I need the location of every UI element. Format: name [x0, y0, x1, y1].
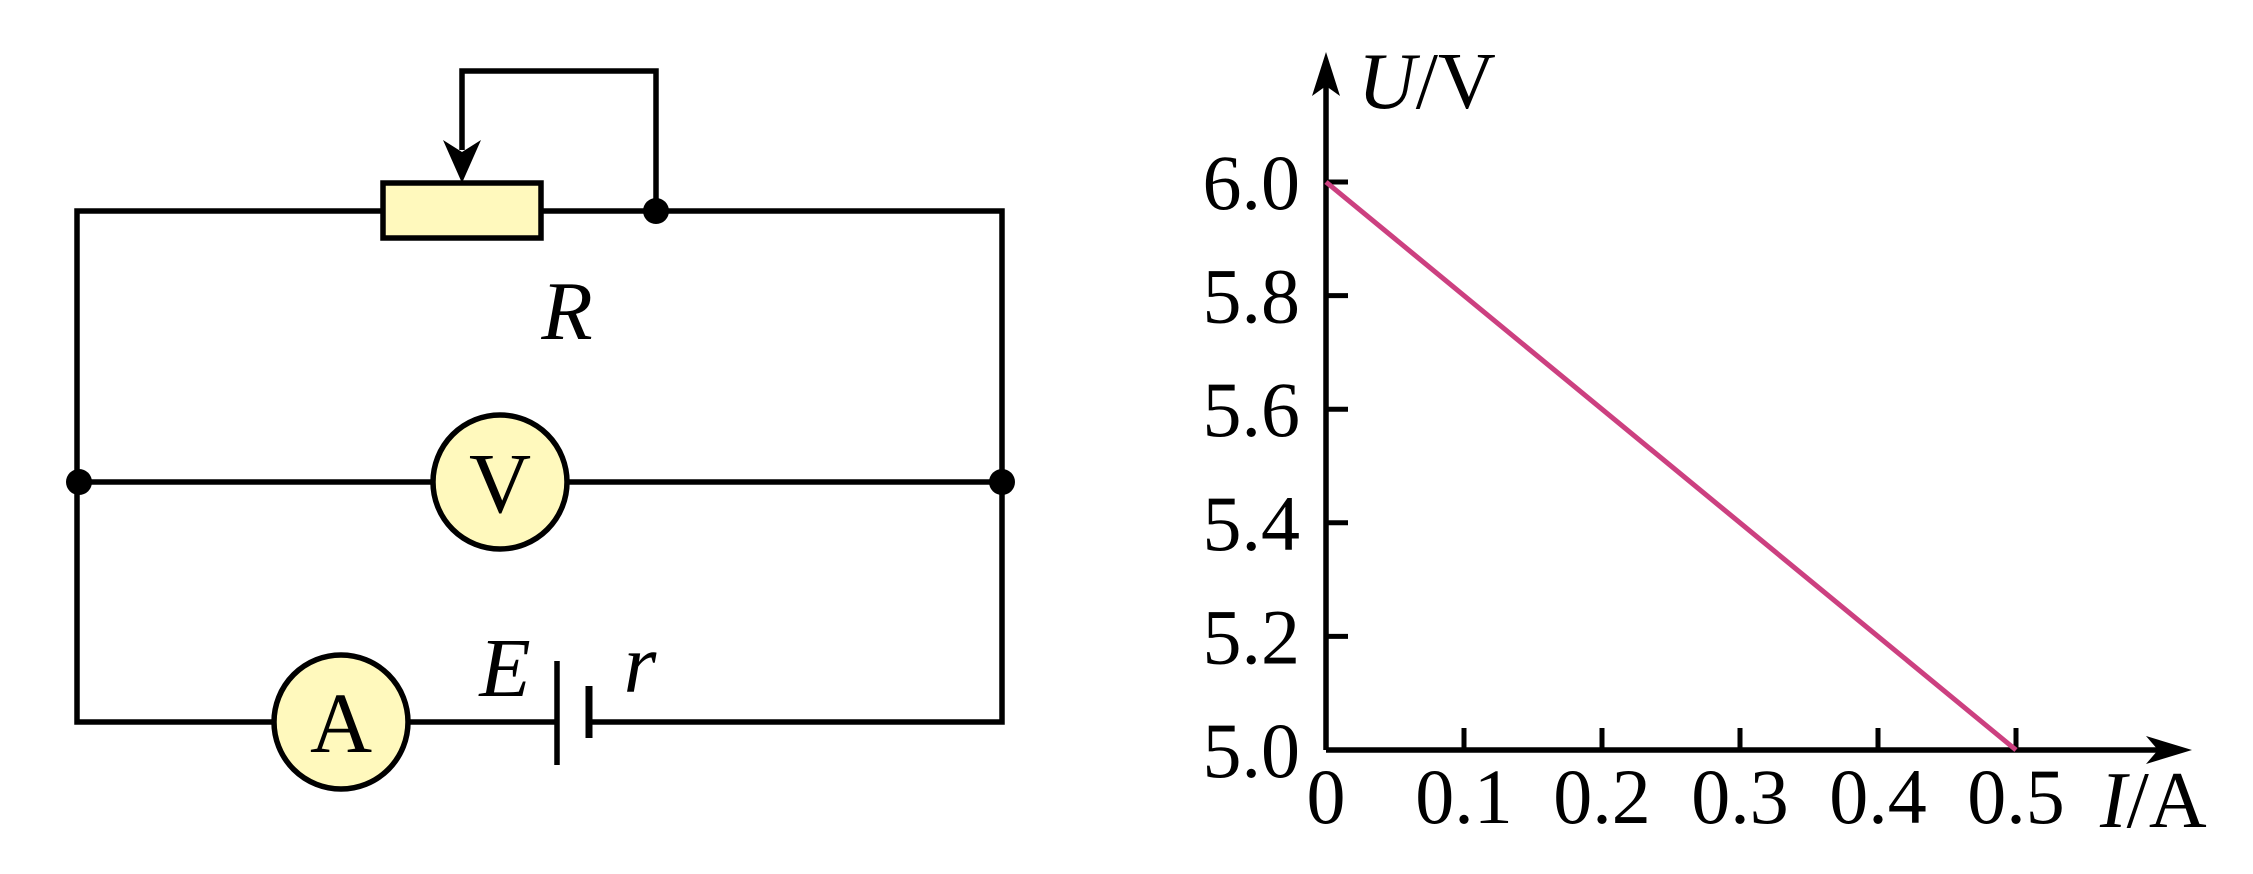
- x-tick-label: 0: [1307, 753, 1346, 840]
- x-tick-label: 0.3: [1691, 753, 1789, 840]
- y-tick-label: 5.4: [1203, 480, 1301, 567]
- x-tick-label: 0.5: [1967, 753, 2065, 840]
- circuit-diagram: R V A E r: [66, 68, 1015, 792]
- junction-dot: [989, 469, 1015, 495]
- ammeter-label: A: [310, 675, 372, 771]
- ammeter: [271, 652, 411, 792]
- x-axis-label: I/A: [2099, 757, 2207, 845]
- slider-arrow-icon: [443, 140, 481, 183]
- y-axis-variable: U: [1358, 38, 1421, 126]
- x-tick-label: 0.1: [1415, 753, 1513, 840]
- y-tick-label: 5.0: [1203, 707, 1301, 794]
- x-axis-unit: /A: [2127, 757, 2207, 845]
- slider-wire: [459, 68, 659, 211]
- x-axis-variable: I: [2099, 757, 2130, 845]
- chart-marks: 5.0 5.2 5.4 5.6 5.8 6.0 0 0.1 0.2 0.3 0.4 0.5: [1203, 139, 2065, 840]
- y-axis-label: U/V: [1358, 38, 1496, 126]
- voltmeter: [430, 412, 570, 552]
- y-axis-arrow-icon: [1312, 52, 1340, 96]
- junction-dot: [66, 469, 92, 495]
- x-axis-arrow-icon: [2146, 736, 2192, 764]
- y-axis-unit: /V: [1416, 38, 1496, 126]
- y-tick-label: 5.2: [1203, 593, 1301, 680]
- voltmeter-label: V: [469, 435, 531, 531]
- x-tick-label: 0.4: [1829, 753, 1927, 840]
- top-right-wire: [541, 208, 1005, 725]
- y-tick-label: 6.0: [1203, 139, 1301, 226]
- emf-label: E: [478, 622, 530, 715]
- y-tick-label: 5.8: [1203, 253, 1301, 340]
- junction-dot: [643, 198, 669, 224]
- y-tick-label: 5.6: [1203, 366, 1301, 453]
- top-wire: [74, 208, 383, 725]
- internal-resistance-label: r: [624, 618, 657, 711]
- rheostat: [380, 180, 544, 241]
- resistor-label: R: [540, 265, 592, 358]
- u-i-chart: U/V I/A 5.0 5.2 5.4 5.6 5.8 6.0 0 0.1 0.2 0.3 0.4 0…: [1203, 38, 2207, 845]
- u-i-line: [1324, 180, 2018, 752]
- x-tick-label: 0.2: [1553, 753, 1651, 840]
